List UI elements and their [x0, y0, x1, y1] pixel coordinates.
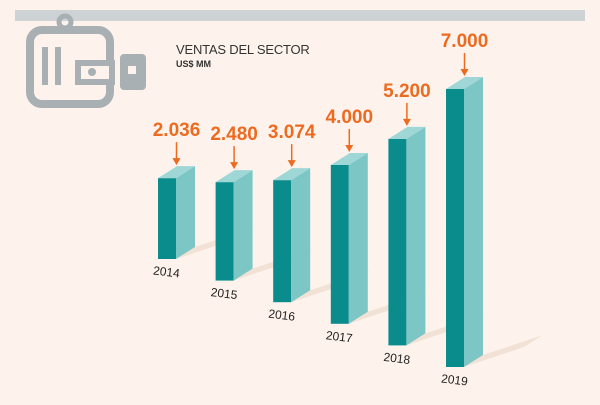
- value-label: 7.000: [441, 31, 489, 52]
- bar-2018: [388, 138, 407, 346]
- bar-top: [330, 152, 368, 165]
- value-label: 3.074: [268, 122, 316, 143]
- chart-subtitle: US$ MM: [176, 59, 212, 69]
- arrow-head: [287, 160, 296, 168]
- bar-top: [388, 126, 426, 139]
- wallet-icon: [26, 13, 146, 108]
- year-label: 2018: [383, 350, 412, 367]
- value-label: 2.036: [153, 120, 201, 141]
- bar-side: [464, 77, 483, 367]
- bar-top: [273, 168, 311, 181]
- arrow-head: [460, 69, 469, 76]
- bar-top: [158, 166, 195, 179]
- year-label: 2019: [440, 371, 469, 388]
- arrow-head: [172, 158, 181, 166]
- bar-side: [176, 166, 195, 259]
- arrow-head: [230, 162, 239, 170]
- arrow-head: [345, 144, 354, 152]
- bar-side: [348, 152, 368, 324]
- bar-2016: [273, 180, 292, 303]
- top-bar: [15, 10, 585, 21]
- arrow-head: [402, 118, 411, 126]
- year-label: 2016: [268, 307, 297, 324]
- bar-2014: [158, 178, 176, 259]
- value-label: 2.480: [210, 124, 258, 145]
- bar-shadow: [464, 335, 543, 367]
- bar-2015: [215, 182, 234, 281]
- labels: 2.036 2014 2.480 2015 3.074 2016 4.000 2017 5.20…: [152, 31, 488, 389]
- bars: [158, 77, 483, 367]
- year-label: 2017: [325, 328, 354, 345]
- year-label: 2014: [152, 263, 181, 280]
- bar-top: [215, 170, 253, 183]
- bar-side: [233, 170, 253, 281]
- value-label: 5.200: [383, 81, 431, 102]
- bar-top: [446, 77, 483, 89]
- bar-side: [406, 126, 426, 346]
- bar-side: [291, 168, 311, 303]
- year-label: 2015: [210, 285, 239, 302]
- bar-2019: [446, 89, 464, 367]
- bar-2017: [330, 164, 349, 324]
- value-label: 4.000: [326, 107, 374, 128]
- chart-title: VENTAS DEL SECTOR: [176, 42, 310, 57]
